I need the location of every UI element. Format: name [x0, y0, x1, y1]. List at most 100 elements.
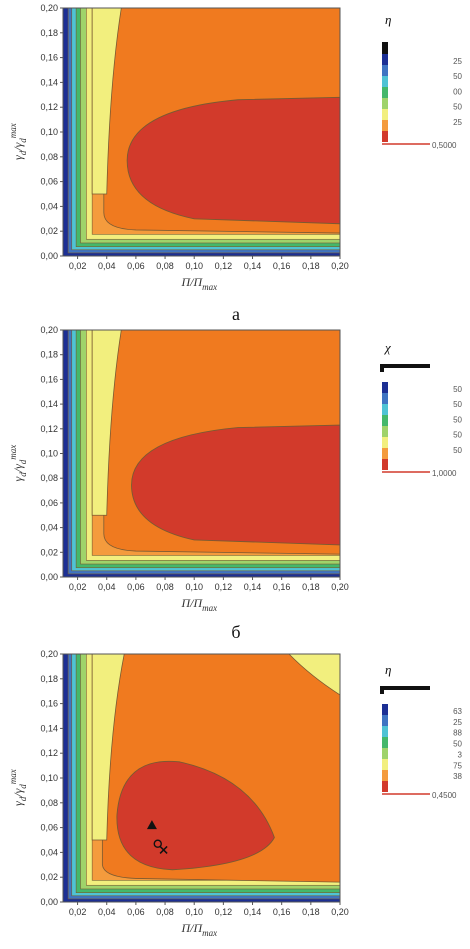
- contour-level: [131, 424, 340, 546]
- legend-swatch: [382, 448, 388, 459]
- y-tick-label: 0,20: [40, 3, 58, 13]
- legend-label: 88: [453, 729, 462, 738]
- y-tick-label: 0,16: [40, 374, 58, 384]
- y-tick-label: 0,04: [40, 523, 58, 533]
- legend-title: η: [385, 662, 391, 677]
- x-tick-label: 0,18: [302, 582, 320, 592]
- legend: η 63 25 88 503 75 38 0,4500: [380, 662, 463, 800]
- y-tick-label: 0,18: [40, 674, 58, 684]
- x-axis-label: П/Пmax: [181, 596, 218, 613]
- y-tick-label: 0,12: [40, 424, 58, 434]
- legend-swatch: [382, 781, 388, 792]
- legend-swatch: [382, 404, 388, 415]
- marker-circle: [153, 839, 162, 848]
- x-tick-label: 0,20: [331, 582, 349, 592]
- legend-label: 50: [453, 103, 462, 112]
- legend-label: 00: [453, 87, 462, 96]
- legend: η 25 50 00 50 25 0,5000: [382, 12, 463, 150]
- contour-level: [116, 760, 275, 871]
- legend-swatch: [382, 109, 388, 120]
- x-tick-label: 0,04: [98, 261, 116, 271]
- legend-swatch: [382, 382, 388, 393]
- legend-label: 0,5000: [432, 141, 457, 150]
- x-tick-label: 0,16: [273, 582, 291, 592]
- y-axis-label: γd/γdmax: [8, 769, 28, 806]
- y-tick-label: 0,12: [40, 748, 58, 758]
- y-tick-label: 0,08: [40, 152, 58, 162]
- x-tick-label: 0,16: [273, 261, 291, 271]
- x-tick-label: 0,10: [185, 582, 203, 592]
- legend-swatch: [382, 748, 388, 759]
- legend-label: 63: [453, 707, 462, 716]
- legend-swatch: [382, 459, 388, 470]
- contour-area: [63, 654, 340, 902]
- legend-title: η: [385, 12, 391, 27]
- contour-level: [91, 654, 125, 841]
- x-tick-label: 0,02: [69, 907, 87, 917]
- y-tick-label: 0,02: [40, 872, 58, 882]
- legend-frame: [380, 686, 430, 694]
- chart-panel-3: 0,02 0,04 0,06 0,08 0,10 0,12 0,14 0,16 0,18 0,20…: [8, 649, 463, 938]
- y-tick-label: 0,00: [40, 897, 58, 907]
- y-tick-label: 0,10: [40, 449, 58, 459]
- legend-swatch: [382, 76, 388, 87]
- legend-swatch: [382, 98, 388, 109]
- x-tick-label: 0,06: [127, 907, 145, 917]
- x-tick-label: 0,18: [302, 907, 320, 917]
- legend-frame: [380, 364, 430, 372]
- legend-swatch: [382, 426, 388, 437]
- legend-title: χ: [383, 340, 391, 355]
- legend-label: 50: [453, 446, 462, 455]
- x-tick-label: 0,04: [98, 582, 116, 592]
- y-axis-label: γd/γdmax: [8, 445, 28, 482]
- y-tick-label: 0,04: [40, 847, 58, 857]
- legend-swatch: [382, 759, 388, 770]
- legend-label: 25: [453, 118, 462, 127]
- y-tick-label: 0,12: [40, 102, 58, 112]
- y-tick-label: 0,10: [40, 773, 58, 783]
- x-tick-label: 0,06: [127, 582, 145, 592]
- marker-cross: [159, 845, 168, 854]
- legend: χ 50 50 50 50 50 1,0000: [380, 340, 463, 478]
- legend-swatch: [382, 393, 388, 404]
- y-tick-label: 0,20: [40, 325, 58, 335]
- contour-area: [63, 8, 340, 256]
- contour-level: [91, 8, 122, 195]
- panel-caption: б: [231, 622, 240, 642]
- legend-label: 25: [453, 718, 462, 727]
- x-tick-label: 0,02: [69, 261, 87, 271]
- x-tick-label: 0,20: [331, 261, 349, 271]
- y-tick-label: 0,20: [40, 649, 58, 659]
- legend-label: 75: [453, 761, 462, 770]
- y-tick-label: 0,08: [40, 473, 58, 483]
- x-tick-label: 0,08: [156, 261, 174, 271]
- legend-label: 50: [453, 400, 462, 409]
- legend-label: 1,0000: [432, 469, 457, 478]
- x-tick-label: 0,10: [185, 261, 203, 271]
- legend-label: 50: [453, 385, 462, 394]
- legend-label: 50: [453, 431, 462, 440]
- legend-swatch: [382, 54, 388, 65]
- chart-panel-2: 0,02 0,04 0,06 0,08 0,10 0,12 0,14 0,16 0,18 0,20…: [8, 325, 463, 642]
- x-tick-label: 0,20: [331, 907, 349, 917]
- legend-swatch: [382, 737, 388, 748]
- y-tick-label: 0,02: [40, 226, 58, 236]
- legend-swatch: [382, 437, 388, 448]
- y-tick-label: 0,00: [40, 572, 58, 582]
- legend-swatch: [382, 770, 388, 781]
- legend-label: 50: [453, 740, 462, 749]
- y-tick-label: 0,14: [40, 723, 58, 733]
- y-tick-label: 0,14: [40, 399, 58, 409]
- y-tick-label: 0,04: [40, 201, 58, 211]
- x-tick-label: 0,08: [156, 582, 174, 592]
- legend-label: 50: [453, 72, 462, 81]
- legend-label: 38: [453, 772, 462, 781]
- x-tick-label: 0,04: [98, 907, 116, 917]
- panel-caption: а: [232, 304, 240, 324]
- legend-label: 0,4500: [432, 791, 457, 800]
- y-tick-label: 0,14: [40, 77, 58, 87]
- y-tick-label: 0,02: [40, 547, 58, 557]
- x-tick-label: 0,14: [244, 907, 262, 917]
- contour-level: [126, 96, 340, 225]
